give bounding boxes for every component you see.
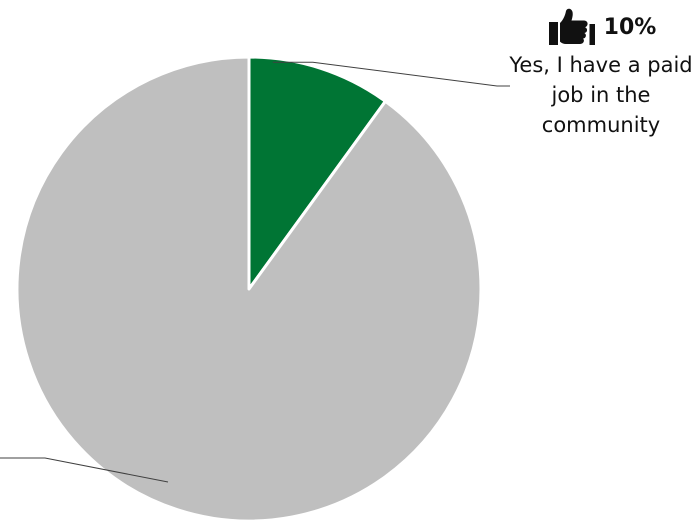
leader-line-0 [272,61,510,87]
thumbs-up-icon [546,8,596,48]
pie-slice-1 [15,55,483,523]
pie-slice-0 [247,55,387,291]
pie-slices [15,55,483,523]
slice-label-header: 10% [508,6,694,50]
slice-label-yes: 10% Yes, I have a paid job in the commun… [508,6,694,140]
slice-label-text: Yes, I have a paid job in the community [509,53,693,137]
leader-line-1 [0,457,169,483]
slice-percent: 10% [603,15,657,40]
leader-lines [0,61,510,483]
